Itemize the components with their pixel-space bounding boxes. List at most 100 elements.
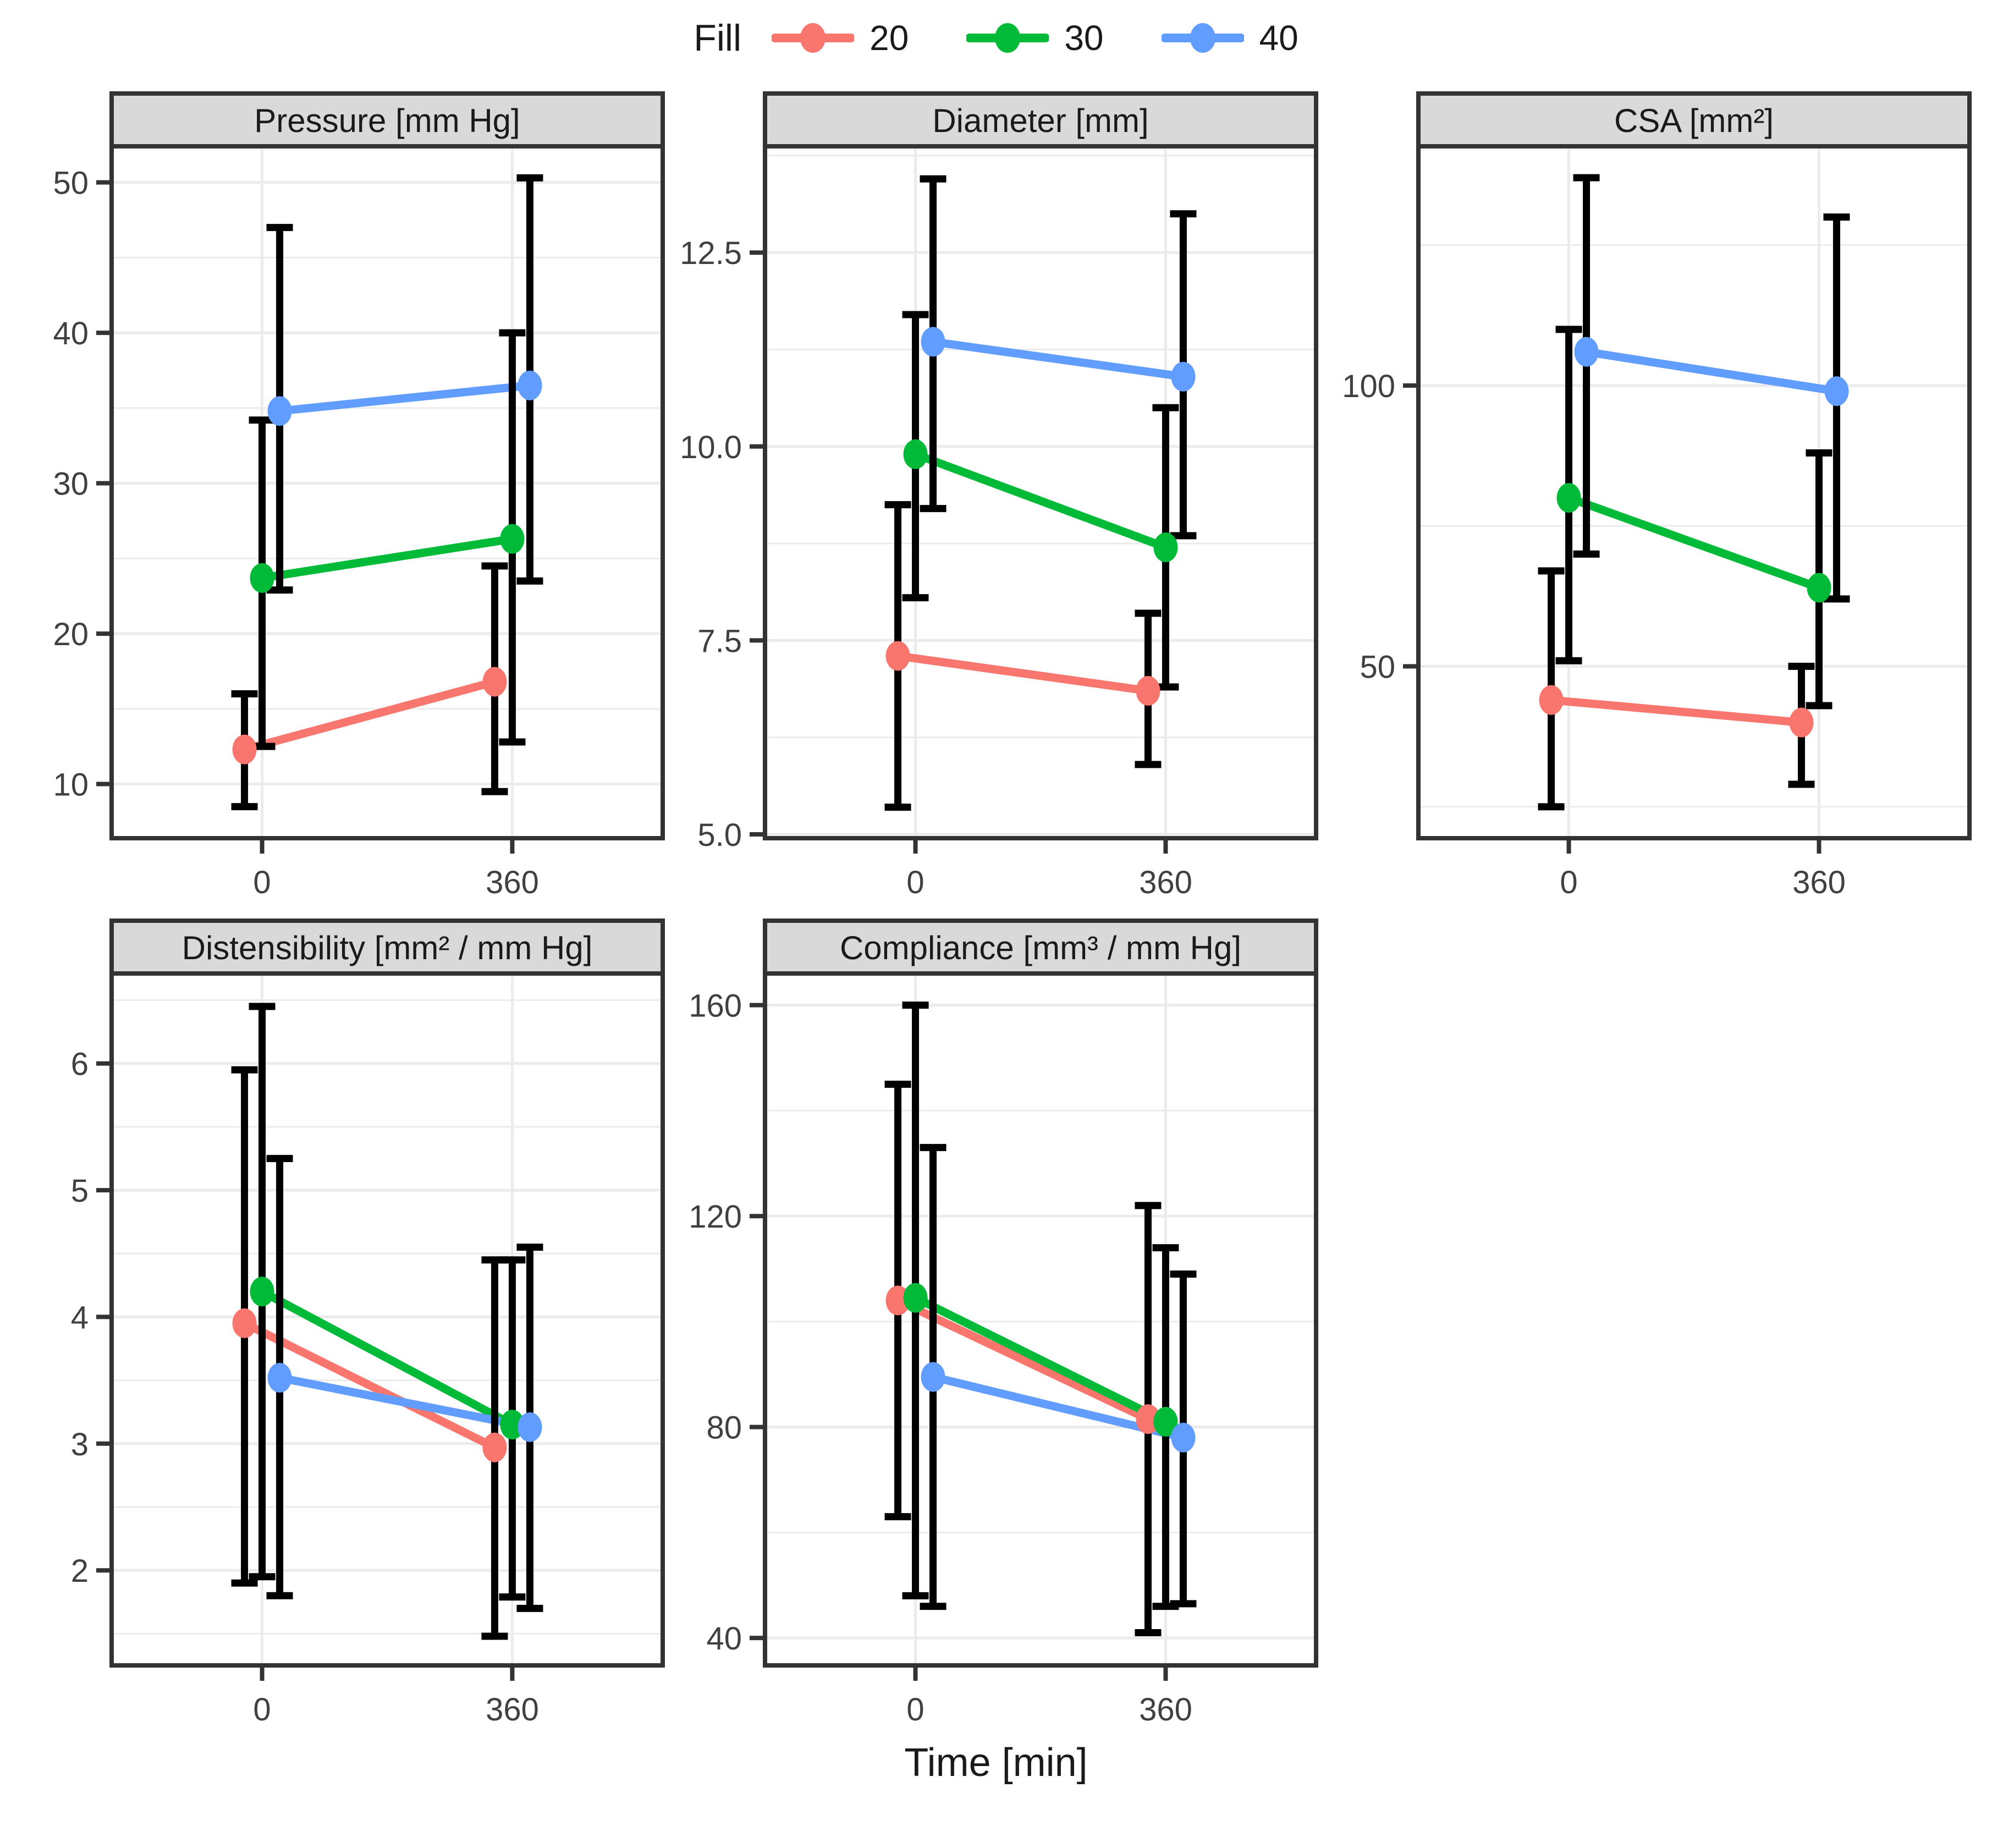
legend-key-point — [1190, 23, 1215, 53]
data-point-30 — [250, 1277, 274, 1307]
data-point-30 — [500, 1410, 525, 1440]
x-tick-label: 0 — [906, 1692, 924, 1728]
y-axis: 50 100 — [1342, 369, 1418, 685]
legend-item-label: 40 — [1259, 18, 1298, 58]
y-tick-label: 160 — [689, 988, 742, 1024]
data-point-30 — [500, 524, 525, 554]
legend-item-label: 30 — [1064, 18, 1104, 58]
data-point-40 — [1171, 1422, 1196, 1453]
x-axis-title: Time [min] — [904, 1741, 1088, 1785]
series-line-40 — [1582, 348, 1841, 395]
data-point-40 — [921, 327, 945, 357]
y-tick-label: 5.0 — [697, 817, 742, 853]
data-points — [885, 1283, 1196, 1453]
data-point-40 — [518, 1412, 542, 1442]
facet-strip-title: Pressure [mm Hg] — [254, 102, 520, 139]
legend-key-point — [995, 23, 1021, 53]
data-point-40 — [518, 370, 542, 400]
data-point-30 — [250, 563, 274, 593]
x-axis: 0 360 — [906, 838, 1192, 900]
panel-compliance: Compliance [mm³ / mm Hg] 40 80 120 160 0 360 — [689, 919, 1318, 1728]
data-point-20 — [1789, 707, 1814, 738]
plot-background — [765, 146, 1316, 838]
legend: Fill 20 30 40 — [0, 8, 1992, 68]
facet-strip-title: Distensibility [mm² / mm Hg] — [182, 930, 593, 966]
data-point-40 — [267, 396, 292, 426]
y-tick-label: 10 — [53, 767, 89, 803]
x-tick-label: 360 — [1792, 865, 1846, 900]
panel-distensibility: Distensibility [mm² / mm Hg] 2 3 4 5 6 0 360 — [71, 919, 665, 1728]
series-line-20 — [240, 678, 499, 754]
y-tick-label: 10.0 — [680, 430, 742, 465]
data-point-30 — [1153, 1407, 1178, 1437]
legend-item-40: 40 — [1161, 13, 1298, 63]
y-tick-label: 2 — [71, 1553, 89, 1589]
data-point-40 — [1171, 361, 1196, 392]
facet-strip — [109, 919, 665, 976]
plot-background — [112, 146, 663, 838]
y-axis: 5.0 7.5 10.0 12.5 — [680, 235, 765, 853]
y-tick-label: 6 — [71, 1047, 89, 1082]
data-point-40 — [267, 1362, 292, 1393]
y-tick-label: 3 — [71, 1427, 89, 1462]
series-lines — [240, 381, 534, 754]
plot-background — [1418, 146, 1969, 838]
panel-diameter: Diameter [mm] 5.0 7.5 10.0 12.5 0 360 — [680, 91, 1318, 900]
y-tick-label: 50 — [53, 166, 89, 201]
x-axis: 0 360 — [253, 838, 539, 900]
y-tick-label: 40 — [53, 316, 89, 351]
series-lines — [1547, 348, 1841, 727]
series-line-20 — [894, 652, 1152, 695]
facet-strip-title: Compliance [mm³ / mm Hg] — [840, 930, 1241, 966]
y-tick-label: 5 — [71, 1173, 89, 1209]
y-tick-label: 100 — [1342, 369, 1395, 404]
data-points — [1539, 337, 1849, 738]
plot-background — [765, 974, 1316, 1665]
plot-background — [112, 974, 663, 1665]
y-tick-label: 40 — [706, 1621, 742, 1657]
data-point-20 — [1136, 676, 1160, 706]
y-tick-label: 7.5 — [697, 623, 742, 659]
series-line-30 — [911, 1294, 1170, 1426]
series-line-40 — [276, 1373, 534, 1432]
data-point-40 — [1574, 337, 1599, 367]
data-point-20 — [885, 641, 910, 671]
data-points — [232, 370, 542, 765]
y-tick-label: 120 — [689, 1199, 742, 1235]
data-point-20 — [232, 734, 257, 765]
data-point-20 — [232, 1308, 257, 1338]
y-axis: 10 20 30 40 50 — [53, 166, 112, 803]
facet-strip — [763, 919, 1318, 976]
data-point-30 — [1807, 573, 1831, 603]
y-tick-label: 50 — [1360, 650, 1395, 685]
series-line-30 — [1565, 493, 1823, 592]
data-point-40 — [1824, 376, 1849, 406]
legend-key-point — [800, 23, 826, 53]
series-line-40 — [929, 337, 1187, 381]
facet-strip — [1416, 91, 1972, 148]
panel-pressure: Pressure [mm Hg] 10 20 30 40 50 0 360 — [53, 91, 665, 900]
y-tick-label: 80 — [706, 1410, 742, 1446]
x-tick-label: 360 — [486, 1692, 539, 1728]
facet-grid: Pressure [mm Hg] 10 20 30 40 50 0 360 Diameter [… — [0, 90, 1992, 1737]
series-line-20 — [1547, 696, 1806, 727]
data-point-20 — [1136, 1404, 1160, 1434]
series-line-30 — [911, 450, 1170, 552]
x-axis: 0 360 — [253, 1665, 539, 1728]
data-point-20 — [482, 1432, 507, 1462]
data-points — [885, 327, 1196, 706]
y-tick-label: 30 — [53, 466, 89, 502]
legend-key-icon — [966, 23, 1049, 53]
data-point-30 — [903, 439, 928, 469]
series-line-30 — [258, 1287, 516, 1429]
legend-title: Fill — [694, 17, 742, 59]
facet-strip — [109, 91, 665, 148]
x-axis: 0 360 — [1560, 838, 1846, 900]
y-tick-label: 4 — [71, 1300, 89, 1335]
facet-strip-title: Diameter [mm] — [932, 102, 1148, 139]
legend-key-icon — [772, 23, 855, 53]
series-lines — [240, 1287, 534, 1452]
x-tick-label: 360 — [486, 865, 539, 900]
series-line-20 — [894, 1296, 1152, 1423]
